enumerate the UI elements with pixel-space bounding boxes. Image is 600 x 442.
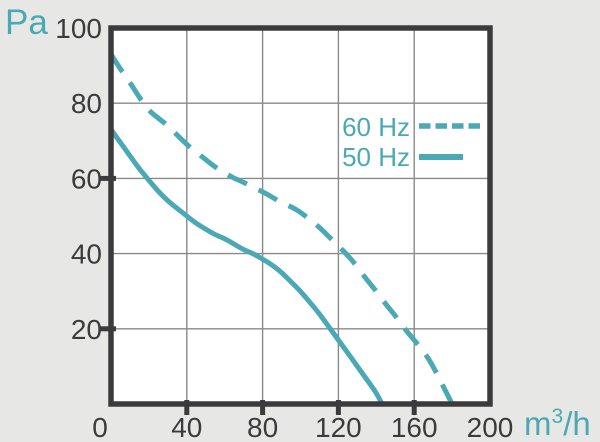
y-tick-label-60: 60 bbox=[71, 163, 102, 194]
y-tick-label-80: 80 bbox=[71, 88, 102, 119]
x-axis-unit-label: m3/h bbox=[524, 405, 591, 442]
x-tick-label-160: 160 bbox=[391, 412, 438, 442]
curve-60hz bbox=[111, 52, 455, 404]
y-tick-label-20: 20 bbox=[71, 314, 102, 345]
y-tick-label-40: 40 bbox=[71, 239, 102, 270]
x-unit-exponent: 3 bbox=[551, 405, 564, 428]
x-tick-label-80: 80 bbox=[247, 412, 278, 442]
legend-label-50hz: 50 Hz bbox=[342, 142, 410, 172]
x-tick-label-0: 0 bbox=[92, 412, 108, 442]
y-tick-label-100: 100 bbox=[55, 13, 102, 44]
x-tick-label-120: 120 bbox=[315, 412, 362, 442]
x-tick-label-40: 40 bbox=[171, 412, 202, 442]
x-unit-base: m bbox=[524, 405, 552, 442]
x-unit-rest: /h bbox=[563, 405, 591, 442]
y-axis-unit-label: Pa bbox=[5, 3, 48, 42]
plot-border bbox=[108, 25, 493, 407]
plot-area bbox=[111, 28, 490, 404]
curve-50hz bbox=[111, 127, 385, 404]
x-tick-label-200: 200 bbox=[467, 412, 514, 442]
legend-label-60hz: 60 Hz bbox=[342, 112, 410, 142]
